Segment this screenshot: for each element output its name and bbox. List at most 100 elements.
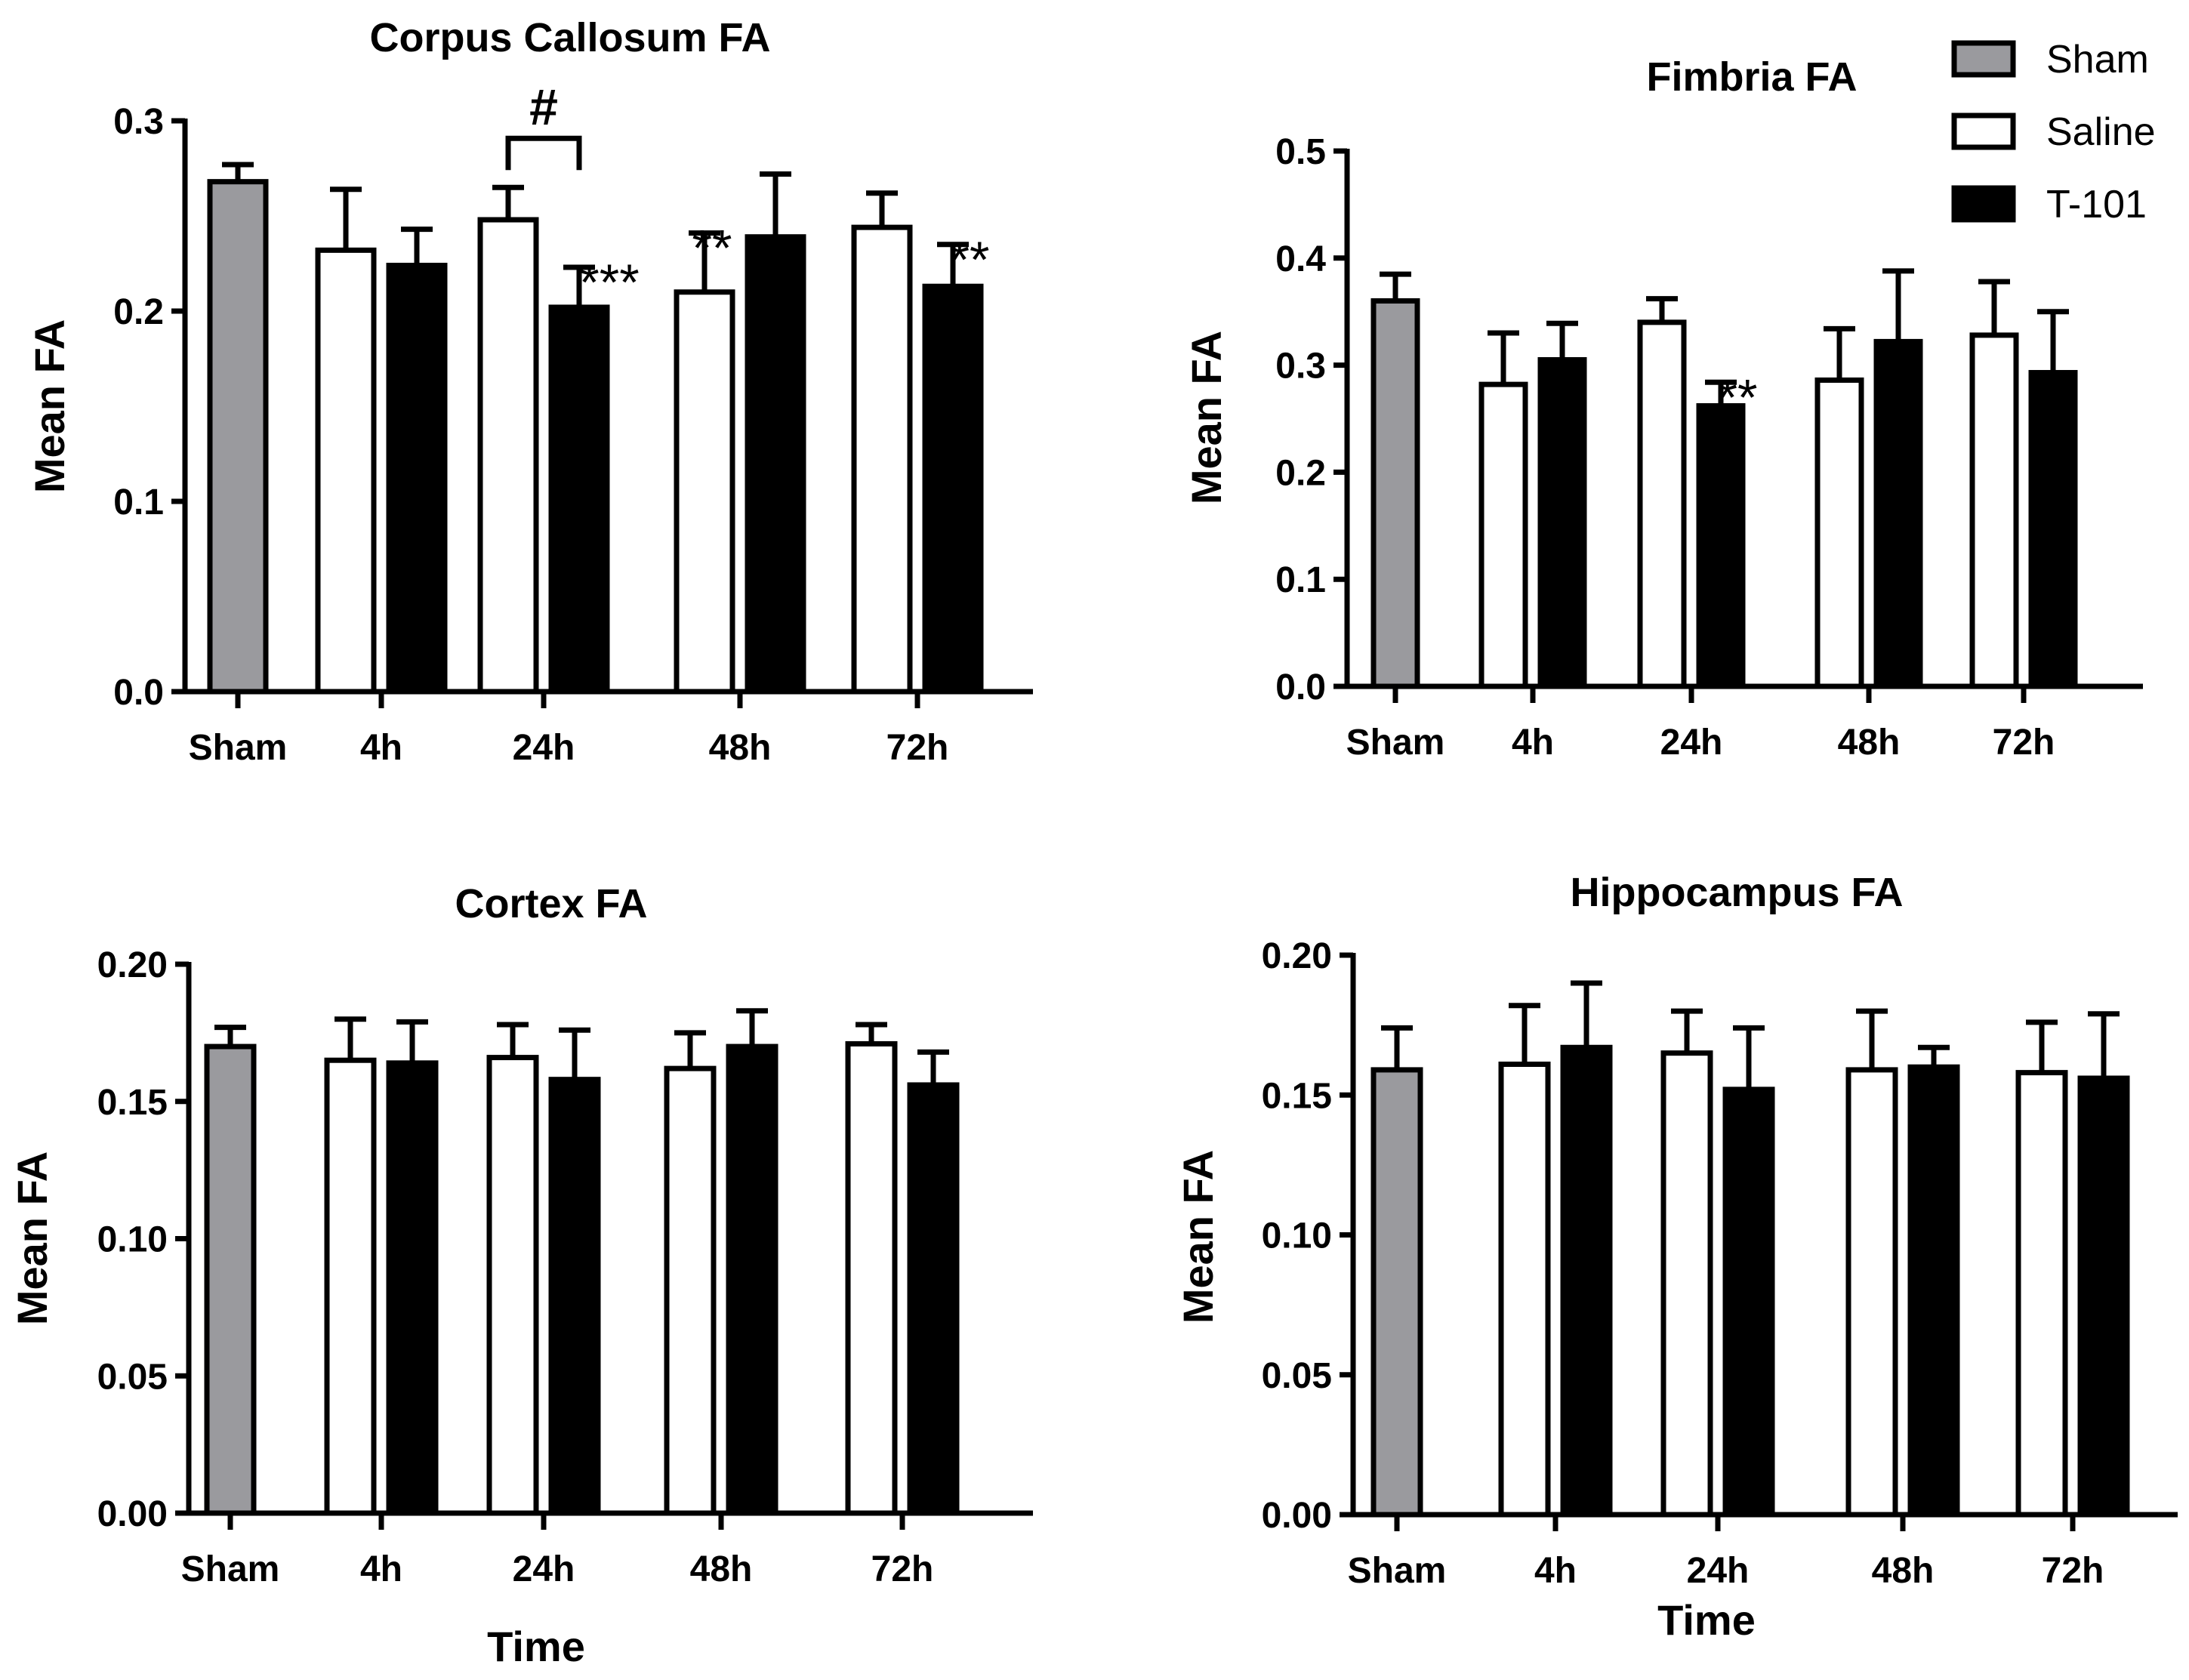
chart-panel-corpus-callosum-fa: Corpus Callosum FA Mean FA 0.0 0.1 0.2 0.3 Sha… — [26, 15, 1033, 768]
x-tick-label-4h: 4h — [360, 728, 402, 768]
x-tick-label-48h: 48h — [1838, 723, 1901, 763]
bar-t-101-24h — [548, 1077, 601, 1516]
bar-sham-sham — [204, 1043, 257, 1516]
y-tick-label: 0.1 — [113, 482, 164, 522]
y-axis-label: Mean FA — [1174, 1150, 1222, 1324]
y-tick-label: 0.20 — [1262, 936, 1332, 976]
legend-label-saline: Saline — [2046, 110, 2156, 154]
chart-title: Cortex FA — [455, 881, 647, 926]
legend-swatch-saline — [1951, 113, 2016, 150]
significance-marker: ** — [692, 220, 732, 277]
y-tick-label: 0.4 — [1275, 239, 1326, 279]
legend-swatch-sham — [1951, 40, 2016, 78]
chart-title: Fimbria FA — [1646, 54, 1857, 100]
x-tick-label-24h: 24h — [1687, 1551, 1750, 1591]
bar-saline-72h — [2015, 1070, 2068, 1518]
x-tick-label-sham: Sham — [1346, 723, 1445, 763]
x-tick-label-4h: 4h — [1534, 1551, 1577, 1591]
bar-saline-4h — [1478, 381, 1528, 689]
legend-label-t-101: T-101 — [2046, 183, 2147, 227]
x-tick-label-4h: 4h — [1512, 723, 1554, 763]
x-tick-label-48h: 48h — [1872, 1551, 1935, 1591]
y-tick-label: 0.05 — [1262, 1356, 1332, 1396]
bar-saline-72h — [845, 1040, 898, 1516]
chart-panel-cortex-fa: Cortex FA Mean FA Time 0.00 0.05 0.10 0.15 0.20… — [8, 881, 1033, 1670]
x-tick-label-24h: 24h — [513, 1549, 575, 1589]
bar-t-101-48h — [1873, 338, 1923, 689]
legend-item-sham: Sham — [1951, 38, 2149, 82]
legend-label-sham: Sham — [2046, 38, 2149, 82]
y-tick-label: 0.10 — [97, 1220, 168, 1260]
chart-panel-fimbria-fa: Fimbria FA Mean FA 0.0 0.1 0.2 0.3 0.4 0.5 Sham 4… — [1182, 54, 2143, 763]
x-tick-label-sham: Sham — [181, 1549, 280, 1589]
bar-saline-24h — [477, 217, 539, 695]
y-tick-label: 0.15 — [1262, 1076, 1332, 1116]
x-tick-label-sham: Sham — [189, 728, 288, 768]
bar-saline-24h — [1637, 319, 1687, 689]
chart-panel-hippocampus-fa: Hippocampus FA Mean FA Time 0.00 0.05 0.10 0.1… — [1174, 870, 2178, 1644]
y-axis-label: Mean FA — [26, 319, 73, 493]
x-axis-label: Time — [487, 1623, 585, 1670]
y-tick-label: 0.00 — [97, 1494, 168, 1534]
significance-bracket — [505, 135, 582, 171]
x-tick-label-4h: 4h — [360, 1549, 402, 1589]
bar-saline-48h — [664, 1065, 717, 1516]
x-tick-label-48h: 48h — [709, 728, 772, 768]
bar-saline-48h — [1814, 377, 1864, 689]
bar-sham-sham — [207, 179, 269, 695]
y-axis-label: Mean FA — [8, 1151, 56, 1325]
chart-title: Hippocampus FA — [1570, 870, 1903, 915]
bar-saline-4h — [324, 1057, 377, 1516]
y-tick-label: 0.3 — [113, 102, 164, 142]
y-tick-label: 0.20 — [97, 945, 168, 985]
significance-marker: # — [529, 79, 558, 136]
bar-saline-72h — [851, 224, 913, 695]
y-tick-label: 0.3 — [1275, 347, 1326, 387]
chart-title: Corpus Callosum FA — [369, 15, 770, 60]
bar-saline-24h — [1660, 1050, 1713, 1518]
bar-saline-4h — [1498, 1061, 1551, 1518]
y-tick-label: 0.10 — [1262, 1216, 1332, 1256]
bar-t-101-4h — [386, 263, 448, 695]
bar-t-101-48h — [745, 234, 806, 695]
bar-t-101-24h — [1696, 402, 1746, 689]
significance-marker: ** — [1718, 368, 1758, 426]
bar-t-101-24h — [1722, 1087, 1775, 1518]
bar-saline-48h — [674, 289, 735, 695]
bar-saline-48h — [1845, 1067, 1898, 1518]
x-tick-label-72h: 72h — [886, 728, 949, 768]
bar-sham-sham — [1370, 1067, 1423, 1518]
bar-t-101-72h — [907, 1082, 960, 1516]
x-tick-label-24h: 24h — [513, 728, 575, 768]
legend-swatch-t-101 — [1951, 185, 2016, 223]
y-tick-label: 0.2 — [113, 292, 164, 332]
bar-t-101-72h — [922, 283, 984, 695]
legend-item-t-101: T-101 — [1951, 183, 2147, 227]
y-axis-label: Mean FA — [1182, 331, 1230, 504]
bar-t-101-72h — [2028, 370, 2078, 689]
bar-sham-sham — [1370, 298, 1420, 689]
x-tick-label-72h: 72h — [2042, 1551, 2104, 1591]
bar-t-101-4h — [1537, 357, 1587, 689]
y-tick-label: 0.00 — [1262, 1496, 1332, 1536]
significance-marker: *** — [579, 254, 639, 311]
bar-t-101-4h — [386, 1060, 439, 1516]
significance-marker: ** — [950, 231, 990, 288]
y-tick-label: 0.2 — [1275, 453, 1326, 493]
x-tick-label-sham: Sham — [1348, 1551, 1447, 1591]
bar-saline-24h — [486, 1055, 539, 1516]
y-tick-label: 0.05 — [97, 1357, 168, 1397]
x-tick-label-72h: 72h — [871, 1549, 934, 1589]
x-tick-label-48h: 48h — [690, 1549, 753, 1589]
legend-item-saline: Saline — [1951, 110, 2156, 154]
bar-t-101-48h — [1907, 1064, 1960, 1518]
bar-saline-72h — [1969, 332, 2019, 689]
y-tick-label: 0.0 — [113, 673, 164, 713]
bar-saline-4h — [315, 247, 377, 695]
y-tick-label: 0.5 — [1275, 132, 1326, 172]
bar-t-101-72h — [2077, 1075, 2130, 1518]
bar-t-101-48h — [726, 1043, 778, 1516]
x-tick-label-72h: 72h — [1993, 723, 2055, 763]
bar-t-101-24h — [548, 304, 610, 695]
